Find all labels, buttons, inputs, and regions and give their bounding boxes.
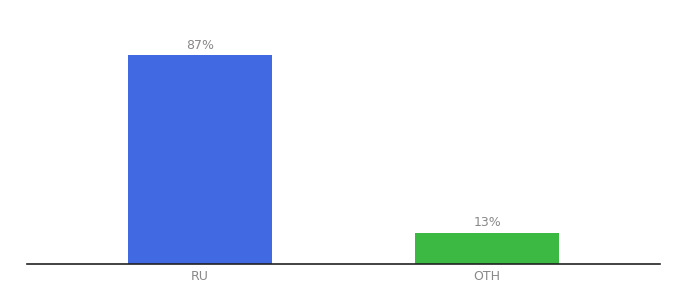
Bar bbox=[128, 55, 271, 264]
Text: 13%: 13% bbox=[473, 216, 501, 229]
Text: 87%: 87% bbox=[186, 39, 214, 52]
Bar bbox=[415, 233, 559, 264]
